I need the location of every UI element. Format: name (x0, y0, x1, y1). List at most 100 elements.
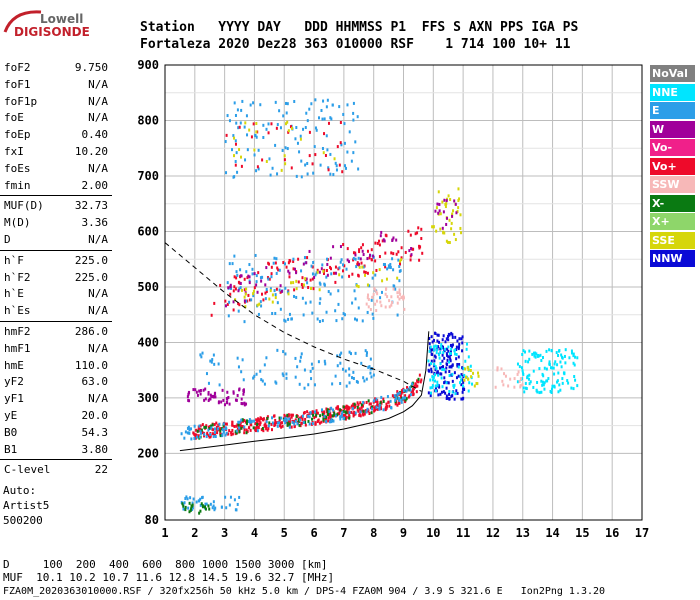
data-point (316, 270, 319, 274)
data-point (239, 286, 242, 290)
data-point (229, 292, 232, 296)
data-point (240, 418, 243, 422)
data-point (257, 271, 260, 275)
data-point (335, 406, 338, 410)
data-point (354, 297, 357, 301)
data-point (327, 416, 330, 420)
data-point (270, 122, 273, 126)
data-point (305, 261, 308, 265)
data-point (308, 415, 311, 419)
data-point (195, 433, 198, 437)
data-point (469, 364, 472, 368)
data-point (310, 411, 313, 415)
data-point (325, 134, 328, 138)
param-key: fxI (4, 145, 24, 158)
data-point (533, 354, 536, 358)
data-point (257, 312, 260, 316)
data-point (434, 387, 437, 391)
data-point (234, 113, 237, 117)
data-point (380, 395, 383, 399)
data-point (304, 420, 307, 424)
data-point (540, 379, 543, 383)
data-point (338, 266, 341, 270)
param-value: 9.750 (74, 61, 108, 74)
data-point (242, 378, 245, 382)
data-point (444, 370, 447, 374)
data-point (354, 405, 357, 409)
data-point (229, 283, 232, 287)
x-tick-label: 7 (340, 526, 347, 540)
data-point (283, 418, 286, 422)
data-point (229, 495, 232, 499)
data-point (259, 421, 262, 425)
param-row: h`F 225.0 (4, 253, 108, 269)
x-tick-label: 9 (400, 526, 407, 540)
data-point (450, 227, 453, 231)
data-point (339, 121, 342, 125)
data-point (351, 301, 354, 305)
data-point (390, 406, 393, 410)
data-point (321, 413, 324, 417)
data-point (448, 241, 451, 245)
data-point (409, 258, 412, 262)
data-point (460, 373, 463, 377)
data-point (572, 354, 575, 358)
data-point (285, 376, 288, 380)
data-point (234, 139, 237, 143)
data-point (344, 405, 347, 409)
data-point (398, 399, 401, 403)
data-point (240, 426, 243, 430)
data-point (233, 254, 236, 258)
data-point (431, 225, 434, 229)
data-point (355, 284, 358, 288)
data-point (228, 402, 231, 406)
data-point (433, 362, 436, 366)
data-point (453, 383, 456, 387)
param-row: fxI 10.20 (4, 144, 108, 160)
data-point (438, 385, 441, 389)
data-point (237, 365, 240, 369)
data-point (361, 265, 364, 269)
y-tick-label: 500 (137, 280, 159, 294)
data-point (278, 268, 281, 272)
param-value: 2.00 (81, 178, 109, 192)
data-point (265, 420, 268, 424)
data-point (436, 339, 439, 343)
data-point (417, 226, 420, 230)
data-point (352, 370, 355, 374)
data-point (361, 249, 364, 253)
data-point (290, 415, 293, 419)
data-point (446, 358, 449, 362)
param-value: N/A (88, 77, 108, 91)
data-point (342, 367, 345, 371)
data-point (283, 154, 286, 158)
data-point (237, 420, 240, 424)
data-point (564, 348, 567, 352)
data-point (209, 433, 212, 437)
data-point (272, 414, 275, 418)
legend-item: SSW (650, 176, 695, 193)
data-point (314, 410, 317, 414)
data-point (188, 501, 191, 505)
data-point (248, 418, 251, 422)
data-point (191, 506, 194, 510)
data-point (450, 221, 453, 225)
data-point (347, 405, 350, 409)
data-point (429, 394, 432, 398)
data-point (225, 431, 228, 435)
data-point (396, 291, 399, 295)
data-point (372, 316, 375, 320)
data-point (273, 256, 276, 260)
data-point (311, 272, 314, 276)
data-point (207, 428, 210, 432)
data-point (246, 429, 249, 433)
data-point (411, 382, 414, 386)
data-point (448, 218, 451, 222)
data-point (299, 418, 302, 422)
data-point (290, 317, 293, 321)
param-key: h`F (4, 253, 24, 267)
data-point (339, 408, 342, 412)
data-point (338, 353, 341, 357)
data-point (309, 411, 312, 415)
